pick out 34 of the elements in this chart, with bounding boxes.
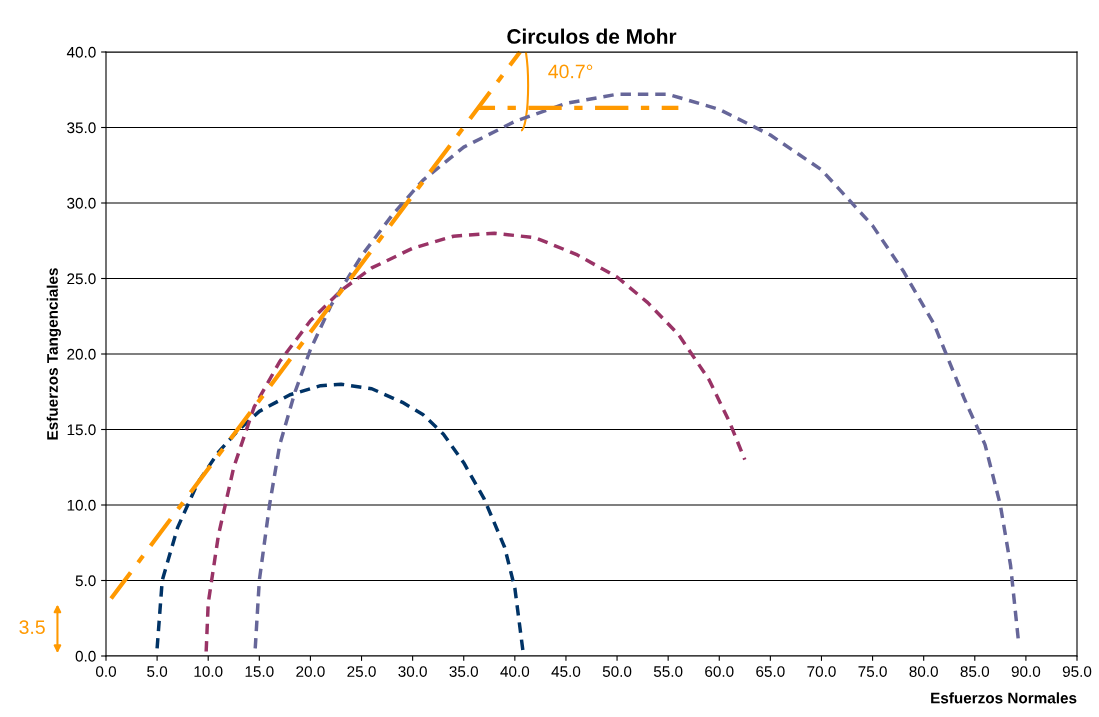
y-tick-label: 15.0: [67, 424, 96, 436]
x-tick-label: 10.0: [194, 666, 223, 677]
x-tick-label: 95.0: [1062, 666, 1092, 677]
x-tick-label: 90.0: [1011, 666, 1041, 677]
x-tick-label: 50.0: [602, 666, 632, 677]
x-tick-label: 15.0: [245, 666, 274, 677]
y-tick-label: 35.0: [67, 122, 96, 134]
y-tick-label: 5.0: [75, 575, 96, 587]
y-tick-label: 10.0: [67, 499, 96, 511]
x-tick-label: 35.0: [449, 666, 479, 677]
text: 3.5: [19, 620, 45, 635]
x-axis-title: Esfuerzos Normales: [931, 692, 1077, 704]
x-tick-label: 60.0: [705, 666, 734, 677]
chart-title: Circulos de Mohr: [507, 28, 677, 44]
x-tick-label: 80.0: [909, 666, 938, 677]
x-tick-label: 30.0: [398, 666, 427, 677]
x-tick-label: 5.0: [147, 666, 168, 677]
x-tick-label: 45.0: [551, 666, 581, 677]
x-tick-label: 75.0: [858, 666, 887, 677]
y-axis-title: Esfuerzos Tangenciales: [46, 268, 61, 440]
y-tick-label: 40.0: [66, 46, 96, 58]
y-tick-label: 20.0: [67, 348, 96, 360]
x-tick-label: 40.0: [500, 666, 530, 677]
annotation: 40.7°: [548, 64, 593, 79]
x-tick-label: 65.0: [756, 666, 785, 677]
x-tick-label: 85.0: [960, 666, 990, 677]
x-tick-label: 25.0: [347, 666, 376, 677]
x-tick-label: 20.0: [296, 666, 325, 677]
x-tick-label: 0.0: [95, 666, 117, 677]
y-tick-label: 25.0: [67, 273, 96, 285]
x-tick-label: 55.0: [653, 666, 683, 677]
y-tick-label: 30.0: [67, 197, 96, 209]
x-tick-label: 70.0: [807, 666, 836, 677]
y-tick-label: 0.0: [75, 650, 96, 662]
